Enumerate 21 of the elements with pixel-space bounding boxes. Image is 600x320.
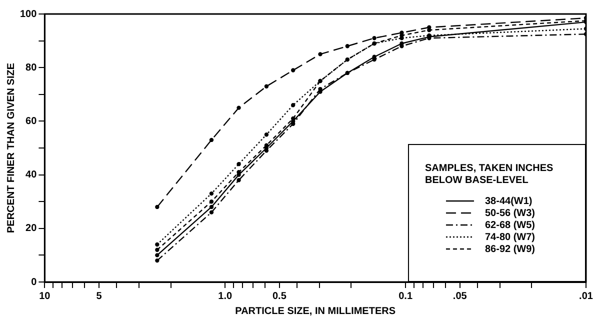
legend-label: 50-56 (W3)	[485, 208, 536, 218]
legend-title: SAMPLES, TAKEN INCHES BELOW BASE-LEVEL	[425, 163, 554, 187]
legend-label: 74-80 (W7)	[485, 232, 536, 242]
y-tick-label: 60	[26, 116, 38, 127]
y-tick-label: 100	[20, 8, 38, 20]
x-tick-label: 10	[39, 290, 51, 302]
legend-label: 62-68 (W5)	[485, 220, 536, 230]
x-tick-label: 5	[96, 290, 102, 302]
x-tick-label: .05	[452, 290, 468, 302]
x-tick-label: .01	[579, 290, 594, 302]
y-tick-label: 0	[31, 276, 38, 288]
legend-label: 38-44(W1)	[485, 196, 532, 206]
y-tick-label: 80	[26, 62, 38, 74]
x-tick-label: 0.1	[398, 290, 413, 302]
x-tick-label: 1.0	[218, 290, 233, 302]
y-tick-label: 20	[26, 223, 38, 234]
x-axis-title: PARTICLE SIZE, IN MILLIMETERS	[235, 306, 396, 317]
legend-label: 86-92 (W9)	[485, 244, 536, 254]
y-tick-label: 40	[26, 170, 38, 181]
y-axis-title: PERCENT FINER THAN GIVEN SIZE	[6, 62, 17, 234]
x-tick-label: 0.5	[272, 290, 287, 302]
